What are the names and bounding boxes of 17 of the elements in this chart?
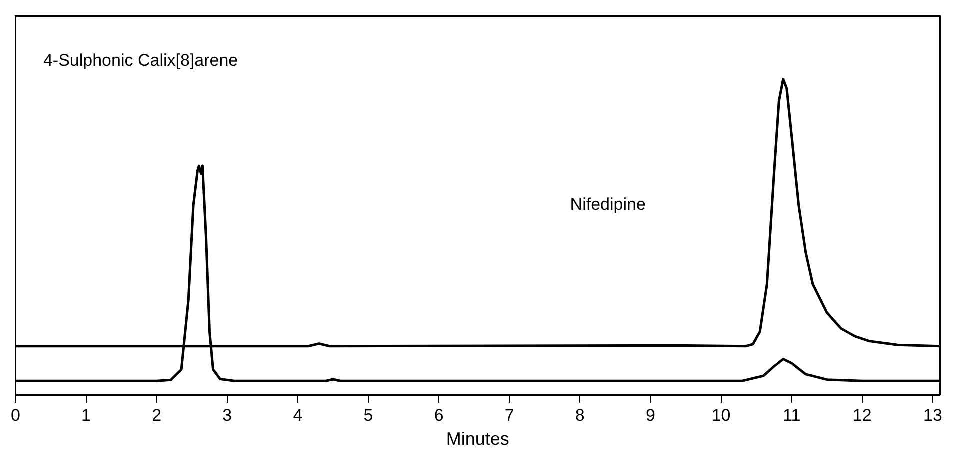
x-tick-label: 8 <box>575 406 585 425</box>
x-tick-label: 12 <box>852 406 872 425</box>
x-tick-label: 5 <box>364 406 374 425</box>
x-tick-label: 10 <box>712 406 731 425</box>
x-tick-label: 4 <box>293 406 303 425</box>
annotation: Nifedipine <box>570 195 646 214</box>
x-tick-label: 6 <box>434 406 444 425</box>
x-tick-label: 0 <box>10 406 20 425</box>
x-tick-label: 2 <box>152 406 162 425</box>
x-tick-label: 13 <box>923 406 942 425</box>
x-axis-title: Minutes <box>446 429 510 450</box>
x-tick-label: 9 <box>646 406 656 425</box>
text: 4-Sulphonic Calix[8]arene <box>43 51 238 70</box>
x-tick-label: 11 <box>783 406 801 425</box>
x-tick-label: 1 <box>82 406 92 425</box>
x-tick-label: 7 <box>504 406 514 425</box>
x-tick-label: 3 <box>222 406 232 425</box>
